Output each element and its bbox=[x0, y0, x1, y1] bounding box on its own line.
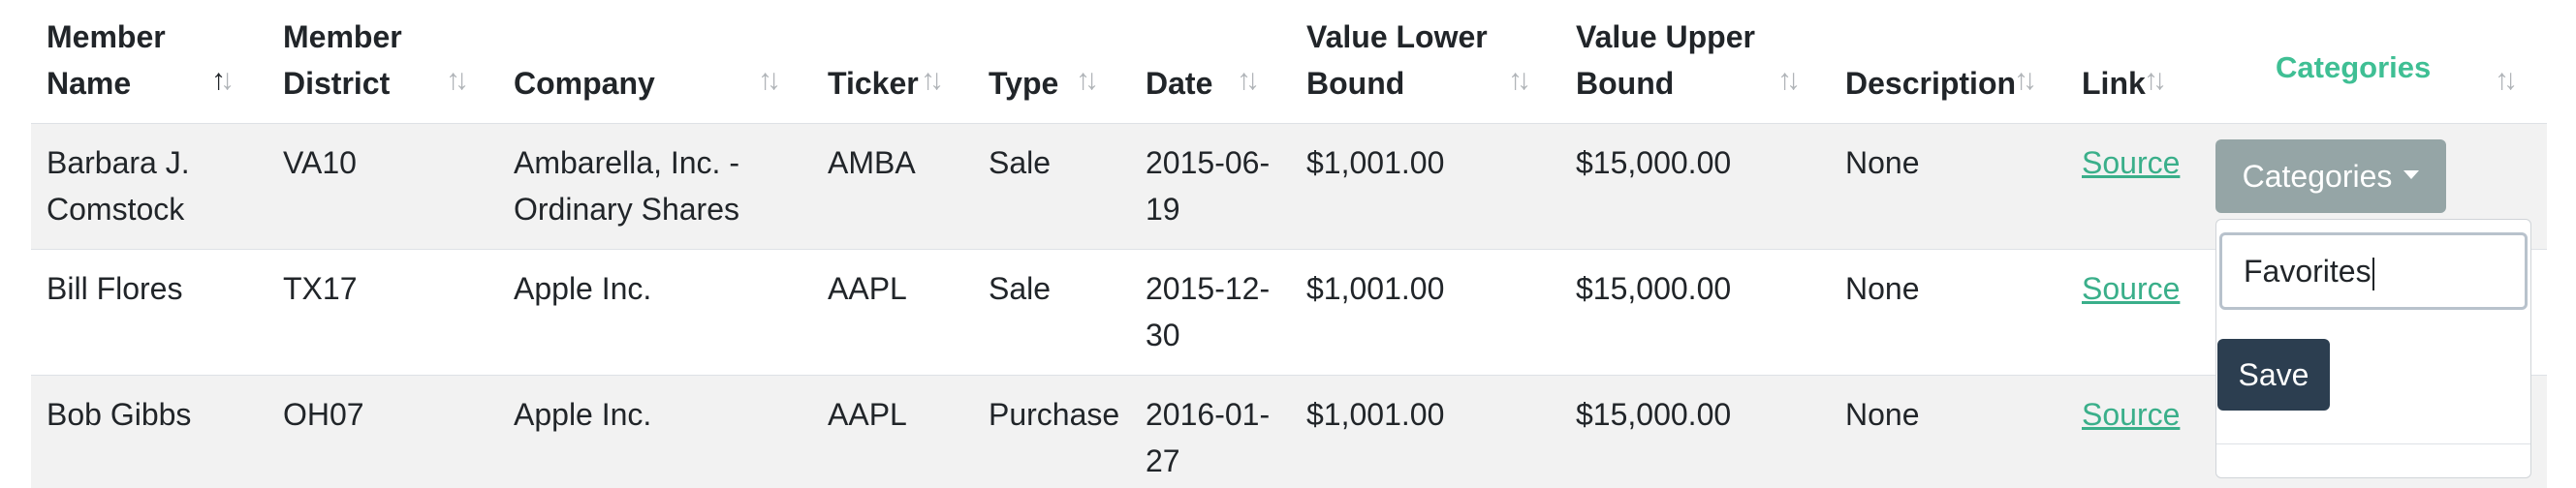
cell-description: None bbox=[1845, 145, 1920, 180]
cell-type: Sale bbox=[989, 271, 1052, 306]
header-member-district[interactable]: Member District bbox=[283, 14, 402, 107]
table-row bbox=[31, 249, 2547, 375]
cell-ticker: AAPL bbox=[828, 397, 907, 432]
header-label-line2: District bbox=[283, 66, 391, 101]
cell-date: 2015-12- 30 bbox=[1146, 271, 1271, 352]
sort-icon[interactable]: ↑↓ bbox=[758, 64, 781, 96]
sort-asc-icon[interactable]: ↑↓ bbox=[211, 64, 235, 96]
header-link[interactable]: Link bbox=[2082, 60, 2146, 107]
header-label-line1: Value Lower bbox=[1306, 19, 1488, 54]
header-label-line2: Bound bbox=[1576, 66, 1675, 101]
header-label-line1: Member bbox=[283, 19, 402, 54]
sort-icon[interactable]: ↑↓ bbox=[1076, 64, 1099, 96]
header-label: Date bbox=[1146, 66, 1213, 101]
cell-type: Purchase bbox=[989, 397, 1120, 432]
sort-icon[interactable]: ↑↓ bbox=[2144, 64, 2167, 96]
cell-type: Sale bbox=[989, 145, 1052, 180]
cell-district: TX17 bbox=[283, 271, 358, 306]
header-description[interactable]: Description bbox=[1845, 60, 2016, 107]
cell-member-name: Barbara J. Comstock bbox=[47, 145, 190, 227]
cell-company: Apple Inc. bbox=[514, 397, 652, 432]
header-label-line2: Bound bbox=[1306, 66, 1405, 101]
header-label: Company bbox=[514, 66, 655, 101]
source-link[interactable]: Source bbox=[2082, 271, 2181, 306]
sort-icon[interactable]: ↑↓ bbox=[1237, 64, 1260, 96]
cell-value-lower: $1,001.00 bbox=[1306, 145, 1445, 180]
cell-company: Ambarella, Inc. - Ordinary Shares bbox=[514, 145, 739, 227]
header-value-lower-bound[interactable]: Value Lower Bound bbox=[1306, 14, 1488, 107]
table-header-row bbox=[31, 0, 2547, 125]
header-label: Categories bbox=[2276, 50, 2432, 84]
category-name-input[interactable]: Favorites bbox=[2219, 232, 2528, 310]
cell-ticker: AMBA bbox=[828, 145, 916, 180]
dropdown-divider bbox=[2216, 443, 2530, 444]
cell-date: 2015-06- 19 bbox=[1146, 145, 1271, 227]
cell-ticker: AAPL bbox=[828, 271, 907, 306]
header-label: Description bbox=[1845, 66, 2017, 101]
cell-value-upper: $15,000.00 bbox=[1576, 397, 1732, 432]
header-company[interactable]: Company bbox=[514, 60, 655, 107]
header-label-line1: Member bbox=[47, 19, 166, 54]
header-label-line2: Name bbox=[47, 66, 132, 101]
sort-icon[interactable]: ↑↓ bbox=[1777, 64, 1801, 96]
sort-icon[interactable]: ↑↓ bbox=[446, 64, 469, 96]
source-link[interactable]: Source bbox=[2082, 145, 2181, 180]
cell-value-lower: $1,001.00 bbox=[1306, 397, 1445, 432]
cell-value-lower: $1,001.00 bbox=[1306, 271, 1445, 306]
table-row bbox=[31, 375, 2547, 488]
header-date[interactable]: Date bbox=[1146, 60, 1212, 107]
cell-district: VA10 bbox=[283, 145, 357, 180]
save-button[interactable]: Save bbox=[2217, 339, 2330, 411]
sort-icon[interactable]: ↑↓ bbox=[2495, 64, 2518, 96]
cell-date: 2016-01- 27 bbox=[1146, 397, 1271, 478]
header-label: Ticker bbox=[828, 66, 919, 101]
text-cursor bbox=[2372, 257, 2374, 290]
header-member-name[interactable]: Member Name bbox=[47, 14, 166, 107]
cell-member-name: Bob Gibbs bbox=[47, 397, 192, 432]
categories-button-label: Categories bbox=[2242, 158, 2393, 194]
cell-member-name: Bill Flores bbox=[47, 271, 183, 306]
header-label-line1: Value Upper bbox=[1576, 19, 1755, 54]
categories-dropdown-button[interactable]: Categories bbox=[2215, 139, 2446, 213]
cell-description: None bbox=[1845, 271, 1920, 306]
source-link[interactable]: Source bbox=[2082, 397, 2181, 432]
sort-icon[interactable]: ↑↓ bbox=[921, 64, 944, 96]
header-type[interactable]: Type bbox=[989, 60, 1058, 107]
cell-value-upper: $15,000.00 bbox=[1576, 145, 1732, 180]
sort-icon[interactable]: ↑↓ bbox=[2014, 64, 2037, 96]
cell-value-upper: $15,000.00 bbox=[1576, 271, 1732, 306]
sort-icon[interactable]: ↑↓ bbox=[1508, 64, 1531, 96]
category-input-value: Favorites bbox=[2244, 254, 2372, 289]
header-label: Type bbox=[989, 66, 1059, 101]
cell-description: None bbox=[1845, 397, 1920, 432]
header-categories[interactable]: Categories bbox=[2276, 45, 2431, 91]
header-ticker[interactable]: Ticker bbox=[828, 60, 919, 107]
caret-down-icon bbox=[2403, 169, 2420, 179]
header-label: Link bbox=[2082, 66, 2146, 101]
cell-company: Apple Inc. bbox=[514, 271, 652, 306]
header-value-upper-bound[interactable]: Value Upper Bound bbox=[1576, 14, 1755, 107]
table-row bbox=[31, 123, 2547, 249]
cell-district: OH07 bbox=[283, 397, 364, 432]
